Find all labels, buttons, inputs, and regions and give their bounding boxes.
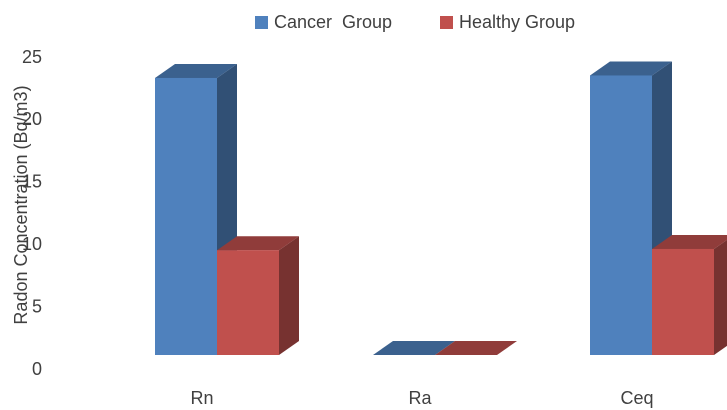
x-tick-label: Ra	[408, 388, 432, 408]
legend-swatch	[255, 16, 268, 29]
bar	[217, 236, 299, 355]
bar	[373, 341, 455, 355]
bar-top	[217, 236, 299, 251]
bar-front	[217, 250, 279, 355]
bar	[435, 341, 517, 355]
y-tick-label: 20	[22, 109, 42, 129]
legend-label: Cancer Group	[274, 12, 392, 32]
x-tick-label: Rn	[190, 388, 213, 408]
bar	[652, 234, 727, 355]
bar-side	[714, 239, 727, 355]
bar-top	[435, 341, 517, 355]
bar-front	[590, 75, 652, 356]
x-tick-label: Ceq	[620, 388, 653, 408]
y-tick-label: 0	[32, 359, 42, 379]
bar-side	[279, 236, 299, 355]
legend-label: Healthy Group	[459, 12, 575, 32]
bar-top	[590, 61, 672, 76]
bar	[590, 61, 672, 356]
y-tick-label: 5	[32, 296, 42, 316]
bar-top	[373, 341, 455, 355]
bar-front	[652, 248, 714, 355]
y-tick-label: 15	[22, 172, 42, 192]
bar-front	[155, 77, 217, 355]
bar-top	[652, 234, 727, 249]
y-axis-label: Radon Concentration (Bq/m3)	[11, 85, 31, 324]
y-tick-label: 10	[22, 234, 42, 254]
bar-top	[155, 63, 237, 78]
y-tick-label: 25	[22, 47, 42, 67]
legend-swatch	[440, 16, 453, 29]
